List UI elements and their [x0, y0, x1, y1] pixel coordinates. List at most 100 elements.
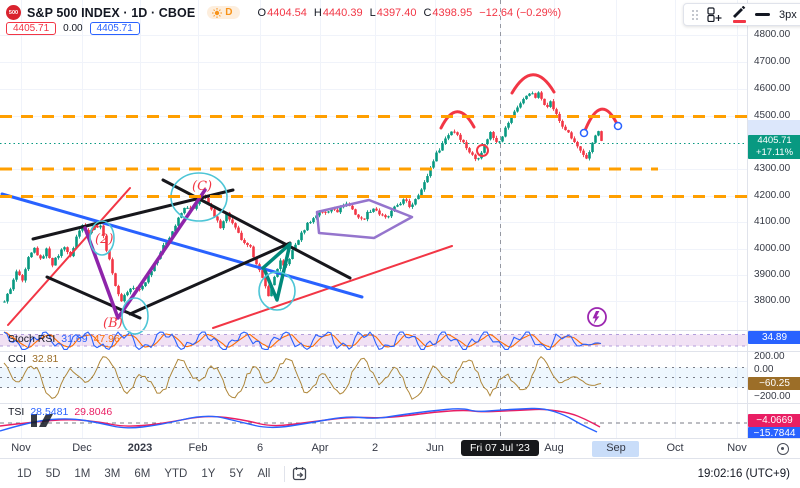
time-axis-tick: Apr [311, 442, 329, 454]
candle-body [111, 259, 114, 274]
candle-body [426, 176, 429, 183]
candle-body [132, 287, 135, 289]
candle-body [297, 240, 300, 245]
go-to-date-icon[interactable] [292, 466, 309, 482]
buy-price-button[interactable]: 4405.71 [89, 22, 140, 35]
lightning-icon [592, 311, 600, 325]
candle-body [435, 152, 438, 162]
candle-body [585, 154, 588, 159]
candle-body [177, 217, 180, 226]
candle-body [471, 152, 474, 155]
candle-body [477, 158, 480, 160]
candle-body [186, 207, 189, 209]
sun-icon [212, 7, 223, 18]
range-button-1y[interactable]: 1Y [201, 467, 216, 480]
candle-body [36, 247, 39, 256]
toolbar-divider [284, 465, 286, 482]
tsi-name: TSI [8, 406, 25, 418]
candle-body [102, 225, 105, 236]
september-highlight [592, 441, 639, 457]
red-trendline [7, 187, 131, 326]
candle-body [408, 200, 411, 207]
price-axis-label: 3900.00 [754, 269, 791, 280]
candle-body [411, 204, 414, 207]
candle-body [120, 294, 123, 302]
time-axis-tick: Oct [666, 442, 684, 454]
cci-label[interactable]: CCI 32.81 [8, 353, 58, 365]
chart-canvas[interactable]: (2) (B) (C) [0, 0, 747, 438]
range-button-all[interactable]: All [257, 467, 271, 480]
tsi-value-2: 29.8046 [74, 406, 113, 418]
candle-body [591, 142, 594, 153]
time-axis-tick: Aug [544, 442, 564, 454]
wave-label: (C) [192, 179, 212, 194]
range-button-5d[interactable]: 5D [45, 467, 61, 480]
pane-separator[interactable] [0, 351, 800, 352]
price-axis-label: 4200.00 [754, 190, 791, 201]
pencil-color-icon[interactable] [732, 6, 746, 23]
candle-body [99, 225, 102, 228]
candle-body [255, 257, 258, 265]
tsi-label[interactable]: TSI 28.5481 29.8046 [8, 406, 112, 418]
stoch-d-value: 47.96 [93, 333, 120, 345]
candle-body [420, 189, 423, 196]
clock-timezone[interactable]: 19:02:16 (UTC+9) [697, 467, 790, 480]
candle-body [174, 225, 177, 232]
symbol-title[interactable]: S&P 500 INDEX · 1D · CBOE [27, 5, 196, 20]
bottom-toolbar: 1D 5D 1M 3M 6M YTD 1Y 5Y All 19:02:16 (UTC+9) [0, 458, 800, 488]
range-button-6m[interactable]: 6M [134, 467, 151, 480]
candle-body [240, 232, 243, 240]
line-width-label[interactable]: 3px [779, 8, 797, 21]
time-axis-tick: Nov [727, 442, 747, 454]
candle-body [213, 209, 216, 217]
range-button-1m[interactable]: 1M [74, 467, 91, 480]
candle-body [390, 210, 393, 217]
candle-body [456, 132, 459, 135]
candle-body [468, 148, 471, 153]
symbol-logo[interactable]: 500 [6, 5, 21, 20]
candle-body [105, 235, 108, 251]
cci-value: 32.81 [32, 353, 59, 365]
range-button-1d[interactable]: 1D [17, 467, 32, 480]
candle-body [219, 220, 222, 229]
range-button-3m[interactable]: 3M [104, 467, 121, 480]
tsi-line [0, 407, 598, 433]
object-tree-icon[interactable] [707, 7, 723, 22]
line-style-icon[interactable] [755, 13, 770, 16]
price-axis-label: 4000.00 [754, 243, 791, 254]
candle-body [549, 101, 552, 107]
last-price-badge: 4405.71 +17.11% [748, 135, 800, 159]
range-button-ytd[interactable]: YTD [164, 467, 188, 480]
stoch-rsi-label[interactable]: Stoch RSI 31.69 47.96 [8, 333, 120, 345]
candle-body [288, 258, 291, 265]
candle-body [543, 98, 546, 105]
candle-body [33, 247, 36, 253]
teal-zigzag [261, 242, 292, 302]
pane-separator[interactable] [0, 403, 800, 404]
candle-body [363, 218, 366, 220]
candle-body [405, 199, 408, 201]
red-circle-mark [476, 144, 489, 157]
range-button-5y[interactable]: 5Y [229, 467, 244, 480]
price-axis[interactable]: 4405.71 +17.11% 34.89 −60.25 −4.0669 −15… [747, 0, 800, 440]
sell-price-button[interactable]: 4405.71 [6, 22, 57, 35]
candle-body [555, 109, 558, 114]
delayed-data-badge[interactable]: D [207, 6, 240, 19]
candle-body [531, 93, 534, 95]
candle-body [12, 279, 15, 290]
wave-label: (2) [95, 232, 113, 247]
gear-icon[interactable] [777, 443, 789, 455]
pane-separator[interactable] [0, 330, 800, 331]
highlight-ellipse [258, 271, 296, 311]
candle-body [567, 130, 570, 133]
drag-handle-icon[interactable] [692, 9, 698, 20]
candle-body [507, 122, 510, 128]
candle-body [513, 111, 516, 116]
candle-body [312, 218, 315, 223]
candle-body [399, 203, 402, 206]
spread-value: 0.00 [63, 23, 83, 34]
time-axis[interactable]: Fri 07 Jul '23 Nov Dec 2023 Feb 6 Apr 2 Jun Aug S… [0, 438, 800, 458]
candle-body [225, 212, 228, 222]
tradingview-logo [39, 414, 53, 427]
